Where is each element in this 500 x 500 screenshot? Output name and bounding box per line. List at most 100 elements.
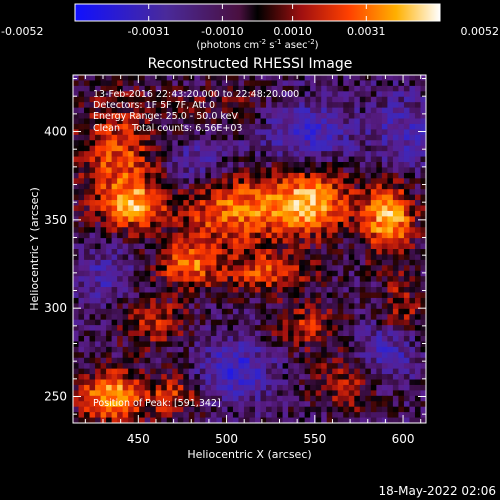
heatmap-cell (95, 80, 101, 87)
heatmap-cell (299, 243, 306, 250)
heatmap-cell (199, 75, 206, 81)
heatmap-cell (271, 308, 278, 315)
heatmap-cell (73, 243, 79, 250)
heatmap-cell (271, 341, 278, 348)
heatmap-cell (232, 368, 239, 375)
heatmap-cell (199, 265, 206, 272)
heatmap-cell (73, 183, 79, 190)
heatmap-cell (216, 330, 223, 337)
heatmap-cell (304, 363, 311, 370)
heatmap-cell (359, 287, 366, 293)
heatmap-cell (409, 292, 416, 299)
heatmap-cell (409, 363, 416, 370)
heatmap-cell (150, 145, 157, 152)
heatmap-cell (277, 162, 283, 168)
heatmap-cell (95, 249, 101, 255)
heatmap-cell (150, 254, 157, 261)
heatmap-cell (255, 379, 261, 386)
heatmap-cell (381, 352, 388, 359)
heatmap-cell (387, 123, 394, 130)
heatmap-cell (150, 303, 157, 310)
heatmap-cell (155, 227, 162, 234)
heatmap-cell (210, 172, 217, 179)
heatmap-cell (139, 395, 146, 402)
heatmap-cell (409, 167, 416, 174)
heatmap-cell (188, 156, 195, 163)
heatmap-cell (95, 151, 101, 157)
heatmap-cell (177, 123, 184, 130)
heatmap-cell (304, 368, 311, 375)
heatmap-cell (293, 189, 300, 196)
heatmap-cell (326, 276, 333, 283)
heatmap-cell (216, 412, 223, 418)
heatmap-cell (359, 85, 366, 92)
heatmap-cell (288, 341, 295, 348)
heatmap-cell (199, 303, 206, 310)
heatmap-cell (122, 172, 129, 179)
heatmap-cell (409, 118, 416, 125)
heatmap-cell (359, 412, 366, 418)
heatmap-cell (177, 156, 184, 163)
heatmap-cell (332, 379, 339, 386)
heatmap-cell (255, 227, 261, 234)
heatmap-cell (255, 395, 261, 402)
heatmap-cell (321, 357, 328, 364)
heatmap-cell (260, 308, 267, 315)
heatmap-cell (354, 352, 361, 359)
heatmap-cell (359, 91, 366, 98)
heatmap-cell (348, 406, 355, 413)
heatmap-cell (260, 205, 267, 212)
heatmap-cell (183, 368, 190, 375)
heatmap-cell (95, 325, 101, 331)
heatmap-cell (266, 308, 272, 315)
heatmap-cell (337, 379, 344, 386)
heatmap-cell (387, 102, 394, 109)
heatmap-cell (243, 107, 250, 114)
heatmap-cell (128, 96, 135, 103)
heatmap-cell (78, 85, 85, 92)
heatmap-cell (271, 363, 278, 370)
heatmap-cell (216, 270, 223, 277)
heatmap-cell (288, 210, 295, 217)
heatmap-cell (299, 183, 306, 190)
heatmap-cell (194, 178, 201, 185)
heatmap-cell (161, 412, 168, 418)
heatmap-cell (271, 123, 278, 130)
heatmap-cell (128, 145, 135, 152)
heatmap-cell (210, 102, 217, 109)
heatmap-cell (387, 205, 394, 212)
heatmap-cell (409, 357, 416, 364)
heatmap-cell (177, 352, 184, 359)
heatmap-cell (398, 287, 405, 293)
heatmap-cell (365, 254, 372, 261)
heatmap-cell (288, 330, 295, 337)
heatmap-cell (420, 330, 427, 337)
heatmap-cell (370, 276, 377, 283)
heatmap-cell (326, 325, 333, 331)
heatmap-cell (359, 194, 366, 201)
heatmap-cell (409, 243, 416, 250)
heatmap-cell (95, 390, 101, 397)
heatmap-cell (194, 243, 201, 250)
heatmap-cell (183, 259, 190, 266)
heatmap-cell (255, 417, 261, 424)
heatmap-cell (166, 221, 173, 228)
heatmap-cell (293, 379, 300, 386)
heatmap-cell (420, 401, 427, 408)
heatmap-cell (354, 243, 361, 250)
heatmap-cell (348, 292, 355, 299)
heatmap-cell (387, 85, 394, 92)
heatmap-cell (392, 346, 399, 353)
heatmap-cell (205, 85, 212, 92)
heatmap-cell (243, 374, 250, 380)
heatmap-cell (277, 325, 283, 331)
heatmap-cell (321, 85, 328, 92)
heatmap-cell (409, 151, 416, 157)
heatmap-cell (348, 308, 355, 315)
heatmap-cell (260, 178, 267, 185)
heatmap-cell (194, 330, 201, 337)
heatmap-cell (73, 178, 79, 185)
heatmap-cell (343, 379, 350, 386)
heatmap-cell (144, 75, 151, 81)
heatmap-cell (106, 85, 113, 92)
